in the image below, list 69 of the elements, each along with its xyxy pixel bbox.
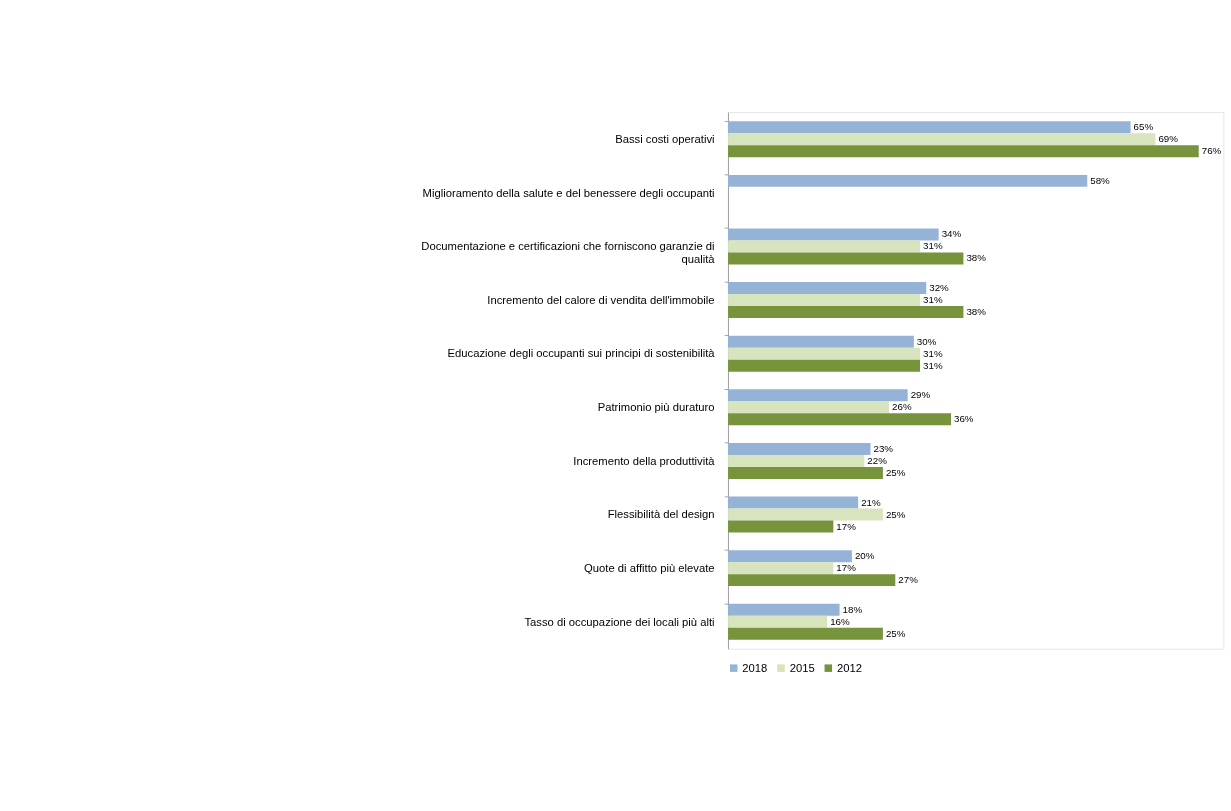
data-label: 26% [892,401,912,413]
data-label: 25% [885,508,906,520]
bar [728,603,840,616]
data-label: 25% [885,466,906,478]
bar [728,228,939,241]
y-tick-label: Tasso di occupazione dei locali più alti [524,615,715,628]
bar [728,508,883,521]
data-label: 20% [854,550,875,562]
data-label: 31% [923,294,943,306]
bar [728,454,865,467]
bar [728,562,834,575]
y-tick-label: Incremento del calore di vendita dell'immobile [487,293,715,306]
bar [728,240,921,253]
data-label: 27% [898,574,919,586]
bar [728,145,1199,158]
bar [728,466,883,479]
legend-label: 2012 [836,661,862,674]
bar [728,550,852,563]
bar [728,252,964,265]
data-label: 17% [836,520,857,532]
data-label: 21% [861,496,881,508]
bar [728,442,871,455]
data-label: 58% [1090,174,1111,186]
data-label: 30% [916,335,937,347]
bar [728,282,927,295]
data-label: 18% [842,603,863,615]
data-label: 76% [1201,145,1222,157]
data-label: 38% [966,252,987,264]
y-tick-label: Bassi costi operativi [615,132,715,145]
data-label: 31% [923,359,943,371]
bar [728,574,896,587]
data-label: 31% [923,347,943,359]
bar [728,496,859,509]
bar [728,347,921,360]
bar [728,306,964,319]
bar [728,389,908,402]
bar [728,335,914,348]
data-label: 16% [830,615,851,627]
data-label: 65% [1133,121,1154,133]
data-label: 32% [929,282,950,294]
y-tick-label: Patrimonio più duraturo [597,401,715,414]
y-tick-label: Miglioramento della salute e del benessere degli occupanti [422,186,715,199]
data-label: 29% [910,389,931,401]
bar [728,401,890,414]
data-label: 31% [923,240,943,252]
data-label: 34% [941,228,962,240]
bar [728,294,921,307]
data-label: 25% [885,627,906,639]
bar [728,615,828,628]
bar [728,174,1088,187]
bar [728,359,921,372]
y-tick-label: Educazione degli occupanti sui principi di sostenibilità [447,347,716,360]
data-label: 69% [1158,133,1179,145]
y-tick-label: Quote di affitto più elevate [584,561,715,574]
bar [728,413,952,426]
bar [728,133,1156,146]
data-label: 17% [836,562,857,574]
y-tick-label: Flessibilità del design [607,508,715,521]
bar [728,121,1131,134]
data-label: 38% [966,306,987,318]
data-label: 36% [954,413,974,425]
bar [728,520,834,533]
data-label: 23% [873,442,894,454]
data-label: 22% [867,454,888,466]
legend-label: 2015 [789,661,815,674]
y-tick-label: Documentazione e certificazioni che forniscono garanzie di qualità [421,240,716,265]
bar [728,627,883,640]
legend-label: 2018 [742,661,768,674]
y-tick-label: Incremento della produttività [573,454,716,467]
